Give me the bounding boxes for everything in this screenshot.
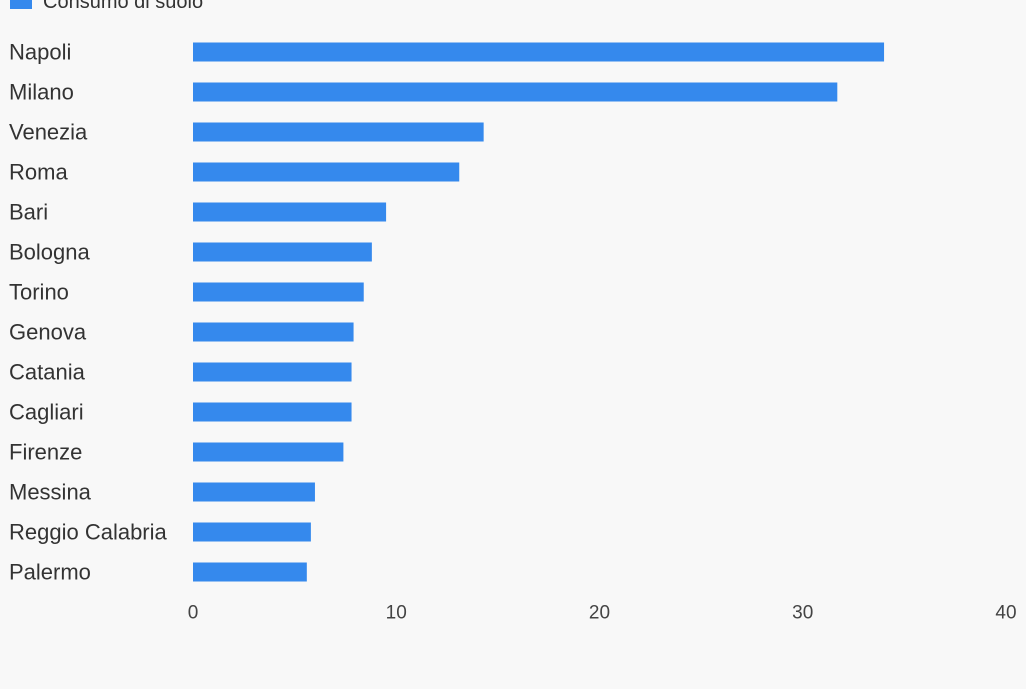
x-tick-label: 10 [386, 603, 407, 624]
bar [193, 562, 307, 582]
bar [193, 482, 315, 502]
category-label: Firenze [9, 440, 82, 465]
x-tick-label: 40 [995, 603, 1016, 624]
category-label: Milano [9, 80, 74, 105]
category-label: Napoli [9, 40, 71, 65]
category-label: Catania [9, 360, 86, 385]
category-label: Torino [9, 280, 69, 305]
category-label: Messina [9, 480, 92, 505]
category-label: Cagliari [9, 400, 84, 425]
x-tick-label: 20 [589, 603, 610, 624]
category-label: Palermo [9, 560, 91, 585]
x-tick-label: 30 [792, 603, 813, 624]
bar [193, 42, 885, 62]
legend: Consumo di suolo [10, 0, 203, 14]
category-label: Bologna [9, 240, 91, 265]
category-label: Bari [9, 200, 48, 225]
legend-label: Consumo di suolo [43, 0, 204, 13]
category-label: Reggio Calabria [9, 520, 168, 545]
x-tick-label: 0 [188, 603, 199, 624]
category-label: Venezia [9, 120, 88, 145]
bar [193, 522, 311, 542]
bar [193, 442, 344, 462]
category-label: Genova [9, 320, 87, 345]
bar [193, 402, 352, 422]
bar [193, 362, 352, 382]
bar [193, 322, 354, 342]
bar [193, 202, 387, 222]
legend-swatch [10, 0, 32, 9]
bar [193, 122, 484, 142]
bar [193, 282, 364, 302]
bar [193, 162, 460, 182]
bar [193, 242, 372, 262]
bar [193, 82, 838, 102]
category-label: Roma [9, 160, 68, 185]
